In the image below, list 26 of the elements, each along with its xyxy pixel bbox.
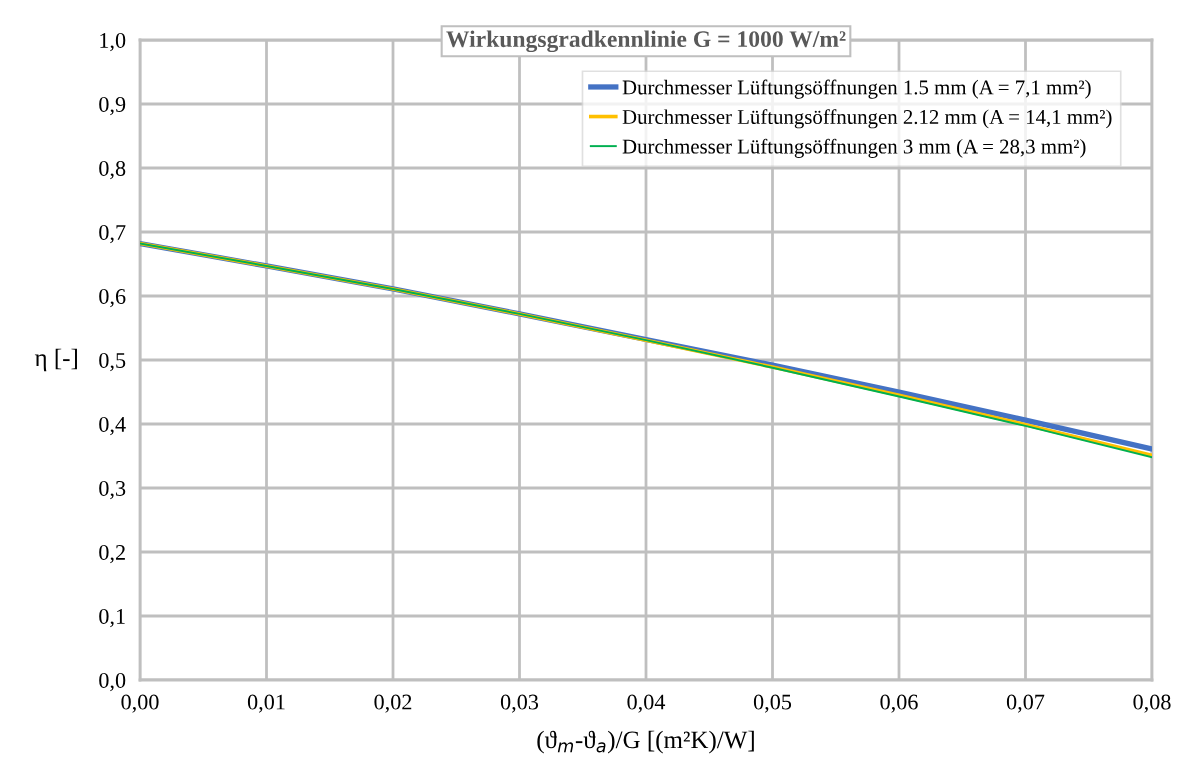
x-tick-label: 0,08 (1133, 694, 1171, 713)
x-tick-label: 0,00 (121, 694, 159, 713)
x-tick-label: 0,01 (247, 694, 285, 713)
legend-label: Durchmesser Lüftungsöffnungen 3 mm (A = 28,3 mm²) (622, 138, 1086, 158)
legend-label: Durchmesser Lüftungsöffnungen 1.5 mm (A = 7,1 mm²) (622, 79, 1091, 99)
y-axis-title: η [-] (34, 348, 77, 372)
x-tick-label: 0,07 (1006, 694, 1045, 713)
y-tick-label: 0,8 (99, 160, 126, 180)
x-tick-label: 0,05 (753, 694, 792, 713)
y-tick-label: 0,9 (99, 96, 126, 116)
x-tick-label: 0,04 (627, 694, 666, 713)
y-tick-label: 1,0 (100, 32, 126, 52)
y-tick-label: 0,7 (99, 224, 126, 244)
y-tick-label: 0,4 (99, 416, 126, 436)
x-tick-label: 0,02 (374, 694, 412, 713)
y-tick-label: 0,1 (99, 608, 125, 628)
x-tick-label: 0,06 (880, 694, 918, 713)
y-tick-label: 0,2 (99, 544, 125, 564)
y-tick-label: 0,0 (99, 672, 126, 692)
x-axis-title: (ϑ$_{m}$-ϑ$_{a}$)/G [(m²K)/W] (537, 730, 754, 754)
x-tick-label: 0,03 (500, 694, 539, 713)
legend-label: Durchmesser Lüftungsöffnungen 2.12 mm (A = 14,1 mm²) (622, 109, 1112, 129)
chart-title: Wirkungsgradkennlinie G = 1000 W/m² (446, 30, 846, 53)
y-tick-label: 0,5 (99, 352, 126, 372)
y-tick-label: 0,6 (99, 288, 126, 308)
y-tick-label: 0,3 (99, 480, 126, 500)
